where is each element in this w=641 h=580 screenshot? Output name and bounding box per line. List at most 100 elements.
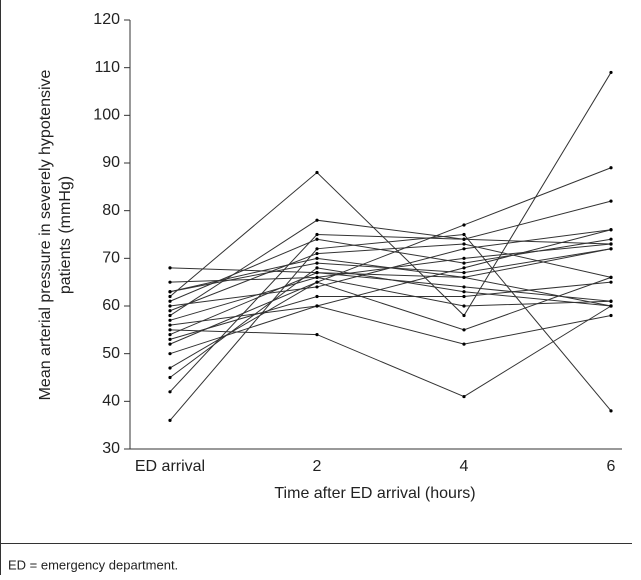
point xyxy=(315,285,319,289)
point xyxy=(609,304,613,308)
point xyxy=(462,247,466,251)
point xyxy=(609,409,613,413)
patient-line xyxy=(169,243,612,312)
footnote: ED = emergency department. xyxy=(8,557,178,572)
patient-line xyxy=(169,276,612,321)
patient-line xyxy=(169,229,612,326)
point xyxy=(462,232,466,237)
point xyxy=(609,247,613,251)
point xyxy=(462,394,466,399)
point xyxy=(315,333,319,337)
patient-line xyxy=(169,238,612,302)
patient-line xyxy=(169,281,612,340)
x-axis-label: Time after ED arrival (hours) xyxy=(274,485,475,502)
point xyxy=(168,328,172,332)
point xyxy=(462,328,466,332)
patient-line xyxy=(169,200,612,316)
point xyxy=(168,304,172,308)
y-tick-label: 60 xyxy=(102,297,120,314)
point xyxy=(315,275,319,279)
y-tick-label: 100 xyxy=(93,107,120,124)
point xyxy=(168,337,172,341)
point xyxy=(315,294,319,299)
y-tick-label: 80 xyxy=(102,202,120,219)
y-axis-label: patients (mmHg) xyxy=(57,176,74,294)
point xyxy=(315,271,319,275)
point xyxy=(315,280,319,284)
point xyxy=(315,304,319,308)
point xyxy=(462,271,466,275)
point xyxy=(462,261,466,265)
patient-line xyxy=(169,305,612,355)
point xyxy=(462,290,466,294)
patient-line xyxy=(169,272,612,336)
y-tick-label: 50 xyxy=(102,345,120,362)
point xyxy=(609,166,613,170)
point xyxy=(168,418,172,422)
point xyxy=(609,70,613,75)
y-tick-label: 70 xyxy=(102,250,120,267)
point xyxy=(168,366,172,370)
point xyxy=(168,333,172,337)
point xyxy=(315,218,319,222)
point xyxy=(462,294,466,299)
x-tick-label: 4 xyxy=(460,458,469,475)
patient-line xyxy=(169,167,612,369)
point xyxy=(168,266,172,270)
point xyxy=(168,323,172,327)
x-tick-label: ED arrival xyxy=(135,458,205,475)
point xyxy=(462,242,466,246)
x-tick-label: 2 xyxy=(313,458,322,475)
patient-line xyxy=(169,233,612,393)
point xyxy=(609,280,613,284)
point xyxy=(168,342,172,346)
point xyxy=(462,237,466,241)
point xyxy=(609,228,613,232)
point xyxy=(168,313,172,318)
point xyxy=(168,318,172,322)
y-tick-label: 90 xyxy=(102,154,120,171)
y-tick-label: 30 xyxy=(102,440,120,457)
point xyxy=(609,299,613,303)
y-tick-label: 40 xyxy=(102,393,120,410)
point xyxy=(315,232,319,237)
point xyxy=(609,237,613,241)
point xyxy=(168,290,172,294)
point xyxy=(462,223,466,227)
y-tick-label: 110 xyxy=(94,59,120,76)
point xyxy=(462,285,466,289)
point xyxy=(315,251,319,256)
point xyxy=(462,275,466,279)
point xyxy=(315,247,319,251)
point xyxy=(168,309,172,313)
patient-line xyxy=(169,305,612,398)
point xyxy=(168,375,172,380)
patient-line xyxy=(169,267,612,378)
point xyxy=(462,342,466,346)
point xyxy=(168,294,172,299)
point xyxy=(609,242,613,246)
point xyxy=(609,199,613,203)
x-tick-label: 6 xyxy=(607,458,616,475)
point xyxy=(315,261,319,265)
point xyxy=(168,352,172,356)
point xyxy=(315,266,319,270)
point xyxy=(168,280,172,284)
point xyxy=(168,299,172,303)
point xyxy=(315,256,319,260)
y-tick-label: 120 xyxy=(93,11,120,28)
y-axis-label: Mean arterial pressure in severely hypot… xyxy=(37,69,54,400)
patient-line xyxy=(169,72,612,317)
point xyxy=(462,266,466,270)
point xyxy=(315,170,319,175)
point xyxy=(315,237,319,241)
point xyxy=(168,390,172,394)
point xyxy=(462,304,466,308)
point xyxy=(609,313,613,318)
patient-line xyxy=(169,233,612,421)
point xyxy=(462,256,466,260)
point xyxy=(609,275,613,279)
point xyxy=(462,313,466,318)
